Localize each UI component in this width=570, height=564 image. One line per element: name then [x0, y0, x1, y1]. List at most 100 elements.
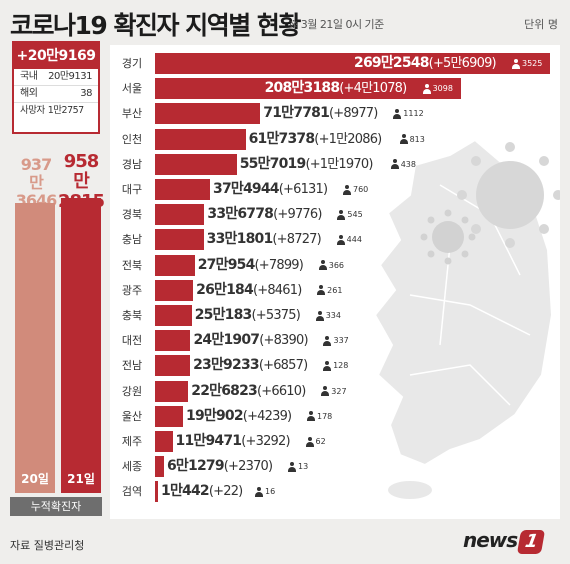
- region-total: 11만9471: [175, 433, 243, 449]
- person-icon: [315, 310, 324, 321]
- region-row: 충북 25만183(+5375) 334: [110, 303, 560, 328]
- region-deaths: 62: [305, 429, 326, 454]
- person-icon: [307, 411, 315, 422]
- region-total: 208만3188: [264, 80, 340, 97]
- region-value-label: 19만902(+4239): [186, 404, 292, 429]
- person-icon: [323, 335, 332, 346]
- region-row: 경기 269만2548(+5만6909) 3525: [110, 51, 560, 76]
- region-bar: [155, 254, 195, 276]
- person-icon: [287, 461, 296, 472]
- region-bar: [155, 456, 164, 478]
- region-total: 22만6823: [191, 382, 258, 399]
- region-label: 부산: [121, 107, 143, 121]
- region-value-label: 23만9233(+6857): [193, 353, 308, 378]
- region-row: 대구 37만4944(+6131) 760: [110, 177, 560, 202]
- region-bar: [155, 305, 192, 326]
- cumulative-prev-value: 937만 3646: [15, 155, 58, 210]
- region-total: 26만184: [196, 281, 254, 298]
- region-change: (+5375): [251, 308, 301, 323]
- region-bar: [155, 153, 237, 175]
- page-title: 코로나19 확진자 지역별 현황: [10, 11, 301, 40]
- region-label: 경기: [121, 57, 143, 70]
- region-row: 부산 71만7781(+8977) 1112: [110, 101, 560, 126]
- region-bar: [155, 405, 183, 427]
- region-deaths: 1112: [393, 101, 424, 126]
- region-label: 전남: [121, 359, 143, 373]
- cumulative-prev-bar: 20일: [15, 203, 55, 493]
- cumulative-cur-bar: 21일: [61, 198, 101, 493]
- region-label: 대구: [121, 183, 143, 196]
- region-deaths: 327: [321, 379, 347, 404]
- region-value-label: 269만2548(+5만6909): [354, 51, 497, 76]
- region-label: 제주: [121, 435, 143, 448]
- region-total: 33만6778: [207, 206, 274, 223]
- region-value-label: 1만442(+22): [161, 479, 243, 504]
- region-deaths: 3525: [512, 51, 542, 76]
- region-row: 경남 55만7019(+1만1970) 438: [110, 152, 560, 177]
- region-total: 27만954: [197, 256, 256, 273]
- region-deaths: 128: [323, 353, 348, 378]
- region-change: (+3292): [241, 434, 290, 449]
- source-label: 자료 질병관리청: [10, 539, 85, 552]
- region-total: 1만442: [161, 483, 210, 500]
- region-bar: [155, 128, 246, 150]
- prev-day-label: 20일: [21, 472, 49, 486]
- region-value-label: 208만3188(+4만1078): [264, 76, 408, 101]
- deaths-row: 사망자 1만2757: [14, 103, 98, 119]
- person-icon: [399, 134, 408, 145]
- region-bar: [155, 355, 191, 377]
- region-deaths: 760: [343, 177, 368, 202]
- region-label: 충북: [121, 309, 143, 322]
- region-total: 6만1279: [166, 458, 225, 475]
- region-total: 71만7781: [263, 105, 330, 122]
- person-icon: [317, 285, 326, 296]
- region-value-label: 27만954(+7899): [197, 253, 304, 278]
- region-row: 울산 19만902(+4239) 178: [110, 404, 560, 429]
- domestic-label: 국내: [20, 71, 38, 82]
- region-label: 전북: [121, 258, 143, 272]
- region-row: 세종 6만1279(+2370) 13: [110, 454, 560, 479]
- overseas-row: 해외 38: [14, 86, 98, 103]
- region-change: (+4만1078): [339, 81, 407, 97]
- region-change: (+9776): [273, 207, 322, 223]
- region-row: 제주 11만9471(+3292) 62: [110, 429, 560, 454]
- overseas-value: 38: [80, 88, 92, 99]
- new-cases-total: +20만9169: [14, 43, 98, 69]
- region-label: 경남: [121, 157, 143, 171]
- region-change: (+8461): [252, 282, 302, 298]
- region-deaths: 337: [323, 328, 349, 353]
- person-icon: [393, 108, 402, 119]
- virus-icon-small: [420, 209, 476, 265]
- region-value-label: 61만7378(+1만2086): [249, 127, 383, 152]
- unit-label: 단위 명: [524, 18, 558, 31]
- region-chart-panel: 경기 269만2548(+5만6909) 3525 서울 208만3188(+4만107…: [110, 45, 560, 519]
- region-value-label: 33만1801(+8727): [207, 227, 322, 252]
- region-change: (+8727): [272, 232, 321, 248]
- region-total: 269만2548: [354, 55, 429, 71]
- overseas-label: 해외: [20, 88, 38, 99]
- person-icon: [318, 260, 327, 271]
- region-label: 충남: [121, 233, 143, 247]
- region-row: 검역 1만442(+22) 16: [110, 479, 560, 504]
- region-label: 광주: [121, 283, 143, 297]
- region-label: 인천: [121, 132, 143, 146]
- region-bar: [155, 103, 261, 125]
- region-total: 37만4944: [213, 181, 280, 197]
- region-change: (+6857): [258, 358, 308, 374]
- region-bar: [155, 179, 210, 200]
- region-value-label: 24만1907(+8390): [193, 328, 308, 353]
- person-icon: [512, 58, 520, 69]
- logo-mark: 1: [517, 529, 546, 554]
- region-change: (+2370): [223, 459, 273, 475]
- region-row: 전남 23만9233(+6857) 128: [110, 353, 560, 378]
- region-label: 강원: [121, 384, 143, 398]
- region-deaths: 334: [315, 303, 341, 328]
- deaths-label: 사망자: [20, 105, 45, 116]
- region-label: 검역: [121, 485, 143, 499]
- person-icon: [422, 83, 431, 94]
- region-row: 서울 208만3188(+4만1078) 3098: [110, 76, 560, 101]
- region-label: 대전: [121, 334, 143, 348]
- deaths-value: 1만2757: [47, 105, 84, 116]
- region-change: (+1만2086): [314, 131, 382, 147]
- region-deaths: 178: [307, 404, 332, 429]
